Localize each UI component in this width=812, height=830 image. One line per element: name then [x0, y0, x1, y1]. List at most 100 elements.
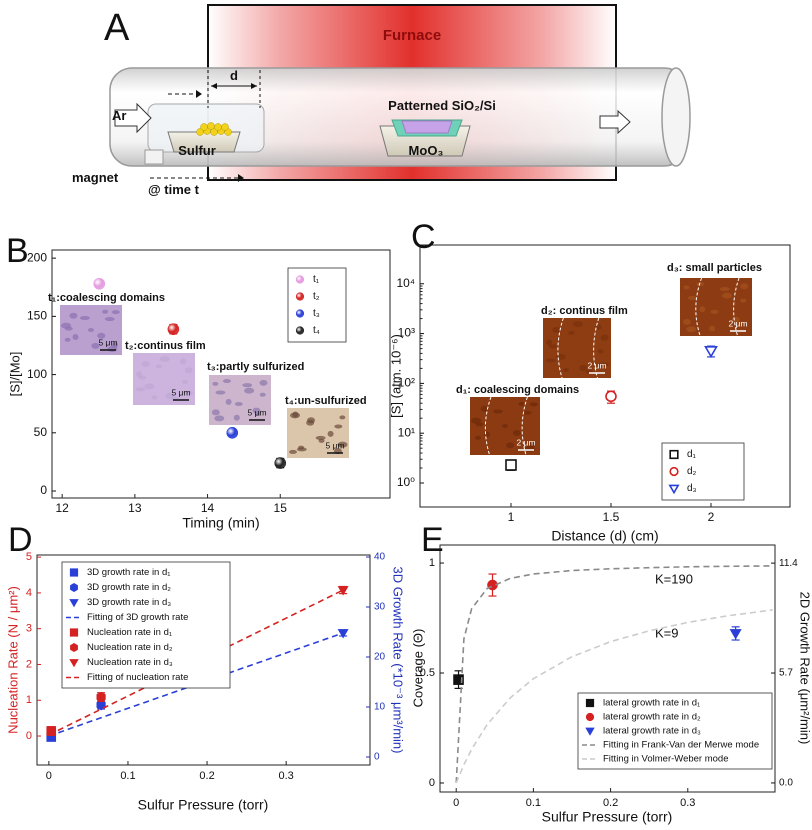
data-point — [46, 726, 57, 736]
legend-label: Nucleation rate in d₃ — [87, 657, 173, 668]
inset-texture — [710, 309, 719, 314]
inset-texture — [102, 309, 109, 314]
y-tick-label: 1 — [26, 694, 32, 706]
y-axis-label: [S] (atm. 10⁻⁶) — [388, 334, 403, 418]
data-point — [704, 346, 718, 358]
inset-label: t₂:continus film — [125, 340, 206, 352]
legend-label: Fitting of 3D growth rate — [87, 612, 188, 623]
scale-bar-label: 2 μm — [516, 437, 535, 447]
inset-texture — [290, 412, 301, 419]
inset-texture — [97, 332, 106, 339]
data-point — [167, 323, 180, 335]
inset-texture — [579, 365, 588, 372]
inset-label: d₁: coalescing domains — [456, 384, 579, 396]
inset-texture — [234, 401, 243, 406]
legend-label: t₂ — [313, 291, 320, 302]
legend-label: Fitting of nucleation rate — [87, 672, 188, 683]
inset-texture — [242, 383, 253, 388]
inset-texture — [552, 326, 561, 333]
legend-symbol — [295, 326, 305, 335]
inset-texture — [306, 419, 315, 426]
inset-texture — [740, 283, 749, 290]
inset-label: t₄:un-sulfurized — [285, 395, 367, 407]
inset-texture — [182, 379, 189, 384]
y2-tick-label: 5.7 — [779, 668, 793, 679]
y-axis-label: Nucleation Rate (N / μm²) — [5, 586, 20, 734]
data-point — [96, 691, 106, 703]
inset-texture — [529, 441, 536, 448]
inset-texture — [64, 337, 71, 342]
inset-texture — [337, 441, 348, 448]
inset-texture — [165, 392, 174, 399]
inset-texture — [184, 367, 193, 374]
inset-texture — [159, 356, 170, 363]
legend-symbol — [585, 727, 595, 736]
data-point — [605, 390, 617, 403]
inset-texture — [180, 358, 187, 365]
y2-tick-label: 30 — [374, 602, 386, 613]
x-axis-label: Distance (d) (cm) — [551, 528, 658, 544]
data-point — [226, 426, 239, 439]
legend-symbol — [70, 582, 78, 593]
fit-line — [455, 565, 773, 784]
inset-texture — [214, 415, 225, 422]
legend-symbol — [668, 484, 680, 495]
legend-symbol — [295, 292, 305, 301]
x-axis-label: Timing (min) — [182, 515, 259, 531]
inset-texture — [598, 362, 609, 367]
inset-texture — [597, 349, 604, 354]
legend-label: t₃ — [313, 308, 320, 319]
inset-texture — [104, 317, 115, 322]
x-tick-label: 1.5 — [603, 510, 620, 524]
inset-texture — [69, 312, 78, 319]
x-tick-label: 0 — [453, 797, 459, 809]
legend-symbol — [69, 659, 79, 668]
data-point — [274, 457, 287, 469]
inset-boundary — [484, 396, 492, 456]
legend-label: 3D growth rate in d₃ — [87, 597, 171, 608]
panel-label: D — [8, 521, 33, 559]
y2-tick-label: 0.0 — [779, 778, 793, 789]
scale-bar-label: 2 μm — [587, 360, 606, 370]
sulfur-powder — [196, 122, 232, 136]
panel-a: A Furnace d Ar Patterned SiO₂/Si Sulfur … — [72, 4, 691, 197]
inset-texture — [474, 435, 481, 440]
inset-texture — [506, 442, 515, 449]
inset-texture — [709, 325, 716, 332]
inset-texture — [327, 430, 334, 437]
inset-texture — [740, 298, 747, 303]
inset-texture — [512, 429, 521, 436]
x-tick-label: 14 — [201, 501, 215, 515]
legend-symbol — [669, 466, 679, 477]
inset-label: d₂: continus film — [541, 305, 628, 317]
legend-symbol — [295, 309, 305, 318]
legend-label: d₃ — [687, 483, 697, 494]
magnet-block — [144, 149, 164, 165]
x-tick-label: 2 — [708, 510, 715, 524]
y2-axis-label: 2D Growth Rate (μm²/min) — [798, 592, 812, 745]
legend-label: 3D growth rate in d₂ — [87, 582, 171, 593]
y2-axis-label: 3D Growth Rate (*10⁻³ μm³/min) — [391, 566, 406, 753]
legend-symbol — [669, 449, 679, 460]
y-tick-label: 5 — [26, 551, 32, 563]
inset-texture — [518, 401, 525, 406]
inset-texture — [289, 449, 298, 454]
data-point — [505, 459, 517, 471]
inset-texture — [72, 334, 79, 341]
inset-texture — [298, 445, 305, 450]
inset-texture — [233, 414, 240, 421]
y-tick-label: 10² — [398, 376, 415, 390]
substrate-pattern — [401, 120, 453, 134]
scale-bar-label: 5 μm — [325, 440, 344, 450]
inset-texture — [696, 282, 705, 287]
inset-texture — [548, 344, 557, 349]
inset-texture — [136, 371, 143, 378]
x-axis-label: Sulfur Pressure (torr) — [542, 809, 673, 825]
inset-texture — [91, 342, 100, 349]
y-tick-label: 50 — [34, 425, 48, 439]
inset-image — [680, 278, 752, 336]
legend-label: lateral growth rate in d₃ — [603, 726, 701, 737]
inset-texture — [721, 292, 732, 299]
y-tick-label: 2 — [26, 658, 32, 670]
